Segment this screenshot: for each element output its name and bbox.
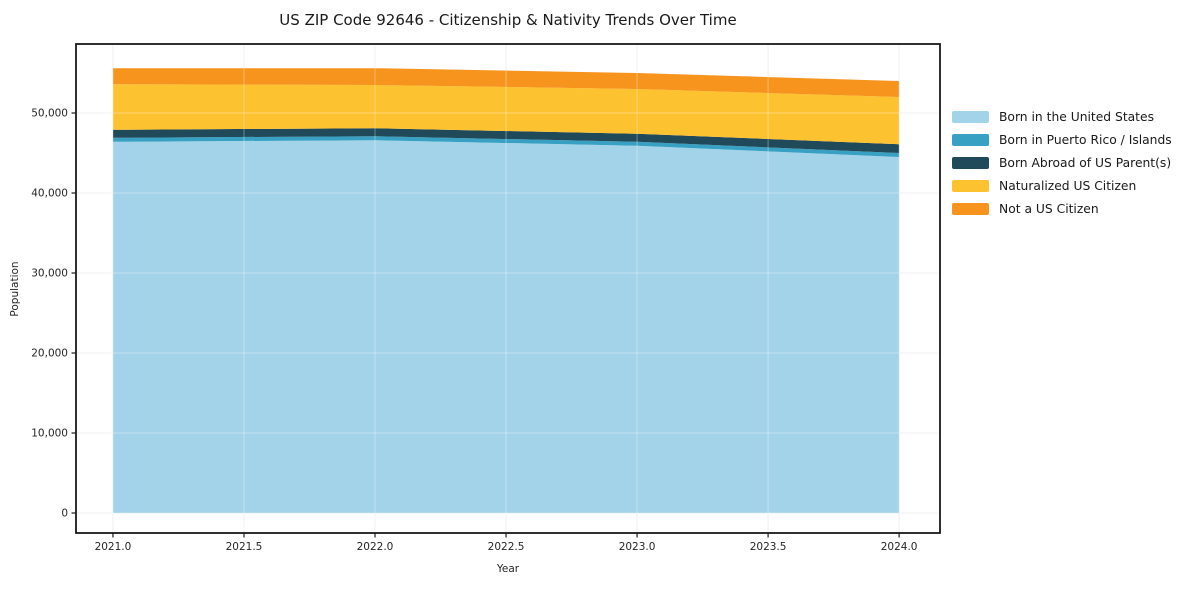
chart-title: US ZIP Code 92646 - Citizenship & Nativi… <box>279 11 737 29</box>
x-tick-label: 2022.5 <box>488 541 525 553</box>
legend-swatch <box>952 180 989 193</box>
y-tick-label: 30,000 <box>31 268 68 280</box>
area-series-3 <box>112 84 900 145</box>
x-axis-label: Year <box>496 563 520 575</box>
x-tick-label: 2021.0 <box>95 541 132 553</box>
legend-swatch <box>952 203 989 216</box>
legend: Born in the United States Born in Puerto … <box>952 105 1172 221</box>
legend-swatch <box>952 133 989 146</box>
area-series-4 <box>112 68 900 97</box>
legend-item: Born in Puerto Rico / Islands <box>952 128 1172 151</box>
area-series-1 <box>112 136 900 157</box>
y-tick-label: 40,000 <box>31 188 68 200</box>
legend-label: Born Abroad of US Parent(s) <box>999 155 1172 170</box>
legend-swatch <box>952 110 989 123</box>
legend-item: Born in the United States <box>952 105 1172 128</box>
x-tick-label: 2023.5 <box>750 541 787 553</box>
x-tick-label: 2021.5 <box>226 541 263 553</box>
legend-label: Not a US Citizen <box>999 202 1099 217</box>
area-series-0 <box>112 140 900 513</box>
x-tick-label: 2024.0 <box>881 541 918 553</box>
legend-item: Naturalized US Citizen <box>952 175 1172 198</box>
y-tick-label: 50,000 <box>31 108 68 120</box>
plot-border <box>75 43 941 534</box>
x-tick-label: 2023.0 <box>619 541 656 553</box>
legend-swatch <box>952 156 989 169</box>
legend-label: Born in the United States <box>999 109 1154 124</box>
legend-item: Not a US Citizen <box>952 198 1172 221</box>
area-series-2 <box>112 128 900 153</box>
legend-label: Born in Puerto Rico / Islands <box>999 132 1172 147</box>
x-tick-label: 2022.0 <box>357 541 394 553</box>
legend-label: Naturalized US Citizen <box>999 179 1137 194</box>
y-tick-label: 10,000 <box>31 428 68 440</box>
y-tick-label: 0 <box>61 508 68 520</box>
legend-item: Born Abroad of US Parent(s) <box>952 151 1172 174</box>
y-tick-label: 20,000 <box>31 348 68 360</box>
y-axis-label: Population <box>9 261 21 317</box>
